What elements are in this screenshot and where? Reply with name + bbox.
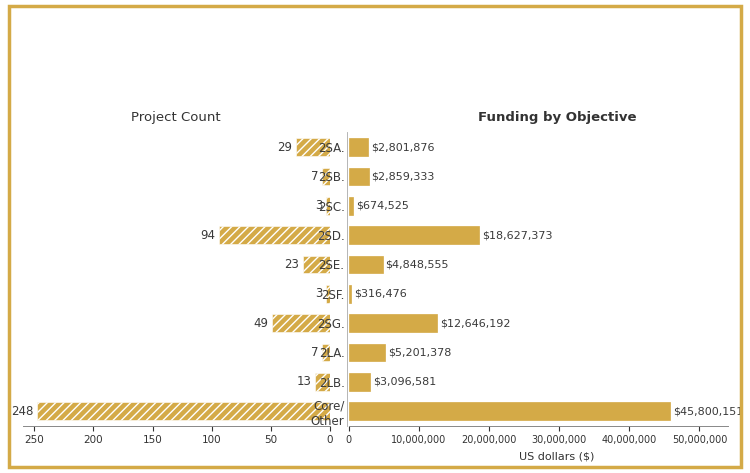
- Bar: [349, 314, 437, 332]
- Bar: [349, 373, 370, 391]
- Text: $2,859,333: $2,859,333: [371, 171, 435, 182]
- Text: 94: 94: [200, 228, 215, 242]
- Bar: [219, 226, 330, 244]
- Bar: [349, 402, 670, 420]
- Bar: [349, 343, 386, 361]
- Text: 7: 7: [310, 170, 318, 183]
- Text: 3: 3: [316, 199, 323, 212]
- Bar: [326, 285, 330, 303]
- Text: 49: 49: [254, 316, 268, 330]
- Text: US dollars ($): US dollars ($): [519, 451, 595, 461]
- Text: 29: 29: [278, 140, 292, 154]
- Bar: [272, 314, 330, 332]
- Bar: [322, 343, 330, 361]
- Text: 7: 7: [310, 346, 318, 359]
- Text: $674,525: $674,525: [356, 201, 410, 211]
- Bar: [37, 402, 330, 420]
- Text: Question 2 - Biology: Question 2 - Biology: [308, 48, 442, 61]
- Bar: [349, 197, 353, 215]
- Text: Funding by Objective: Funding by Objective: [478, 111, 636, 123]
- Bar: [296, 138, 330, 156]
- Bar: [314, 373, 330, 391]
- Text: $3,096,581: $3,096,581: [374, 377, 436, 387]
- Text: 3: 3: [316, 287, 323, 300]
- Text: $316,476: $316,476: [354, 289, 407, 299]
- Bar: [326, 197, 330, 215]
- Bar: [349, 255, 382, 273]
- Bar: [349, 138, 368, 156]
- Bar: [349, 226, 479, 244]
- Text: $5,201,378: $5,201,378: [388, 347, 452, 358]
- Text: 248: 248: [10, 404, 33, 418]
- Bar: [349, 167, 369, 185]
- Text: Total Funding: $96,872,439: Total Funding: $96,872,439: [284, 72, 466, 85]
- Text: $45,800,151: $45,800,151: [673, 406, 743, 416]
- Text: $12,646,192: $12,646,192: [440, 318, 511, 328]
- Text: Number of Projects: 476: Number of Projects: 476: [294, 96, 455, 109]
- Text: 23: 23: [284, 258, 299, 271]
- Text: $2,801,876: $2,801,876: [371, 142, 435, 152]
- Bar: [349, 285, 351, 303]
- Text: Project Count: Project Count: [131, 111, 221, 123]
- Text: 13: 13: [296, 375, 311, 388]
- Text: 2013: 2013: [350, 24, 400, 42]
- Bar: [322, 167, 330, 185]
- Text: $18,627,373: $18,627,373: [482, 230, 553, 240]
- Text: $4,848,555: $4,848,555: [386, 259, 449, 270]
- Bar: [303, 255, 330, 273]
